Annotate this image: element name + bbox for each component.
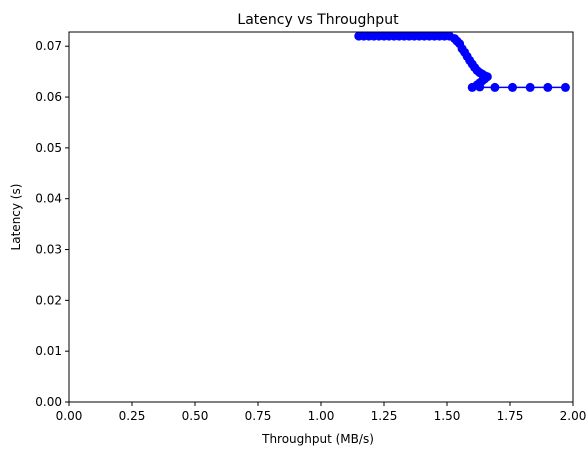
y-tick-label: 0.03	[35, 243, 62, 257]
x-tick-label: 1.50	[434, 409, 461, 423]
data-point	[467, 82, 477, 92]
x-tick-label: 0.75	[245, 409, 272, 423]
data-point	[475, 82, 485, 92]
x-tick-label: 1.75	[497, 409, 524, 423]
y-axis-label: Latency (s)	[9, 184, 23, 251]
data-point	[543, 82, 553, 92]
series-layer	[354, 32, 570, 92]
x-tick-label: 1.25	[371, 409, 398, 423]
x-axis: 0.00 0.25 0.50 0.75 1.00 1.25 1.50 1.75 2.00	[56, 402, 587, 423]
x-tick-label: 0.00	[56, 409, 83, 423]
x-tick-label: 0.50	[182, 409, 209, 423]
y-tick-label: 0.04	[35, 192, 62, 206]
y-tick-label: 0.05	[35, 141, 62, 155]
y-tick-label: 0.02	[35, 293, 62, 307]
data-point	[490, 82, 500, 92]
data-point	[525, 82, 535, 92]
chart-title: Latency vs Throughput	[237, 12, 399, 28]
y-tick-label: 0.01	[35, 344, 62, 358]
x-axis-label: Throughput (MB/s)	[261, 432, 374, 446]
x-tick-label: 1.00	[308, 409, 335, 423]
x-tick-label: 0.25	[119, 409, 146, 423]
data-point	[560, 82, 570, 92]
y-tick-label: 0.06	[35, 90, 62, 104]
y-tick-label: 0.07	[35, 39, 62, 53]
data-point	[508, 82, 518, 92]
y-tick-label: 0.00	[35, 395, 62, 409]
y-axis: 0.00 0.01 0.02 0.03 0.04 0.05 0.06 0.07	[35, 39, 69, 409]
x-tick-label: 2.00	[560, 409, 587, 423]
